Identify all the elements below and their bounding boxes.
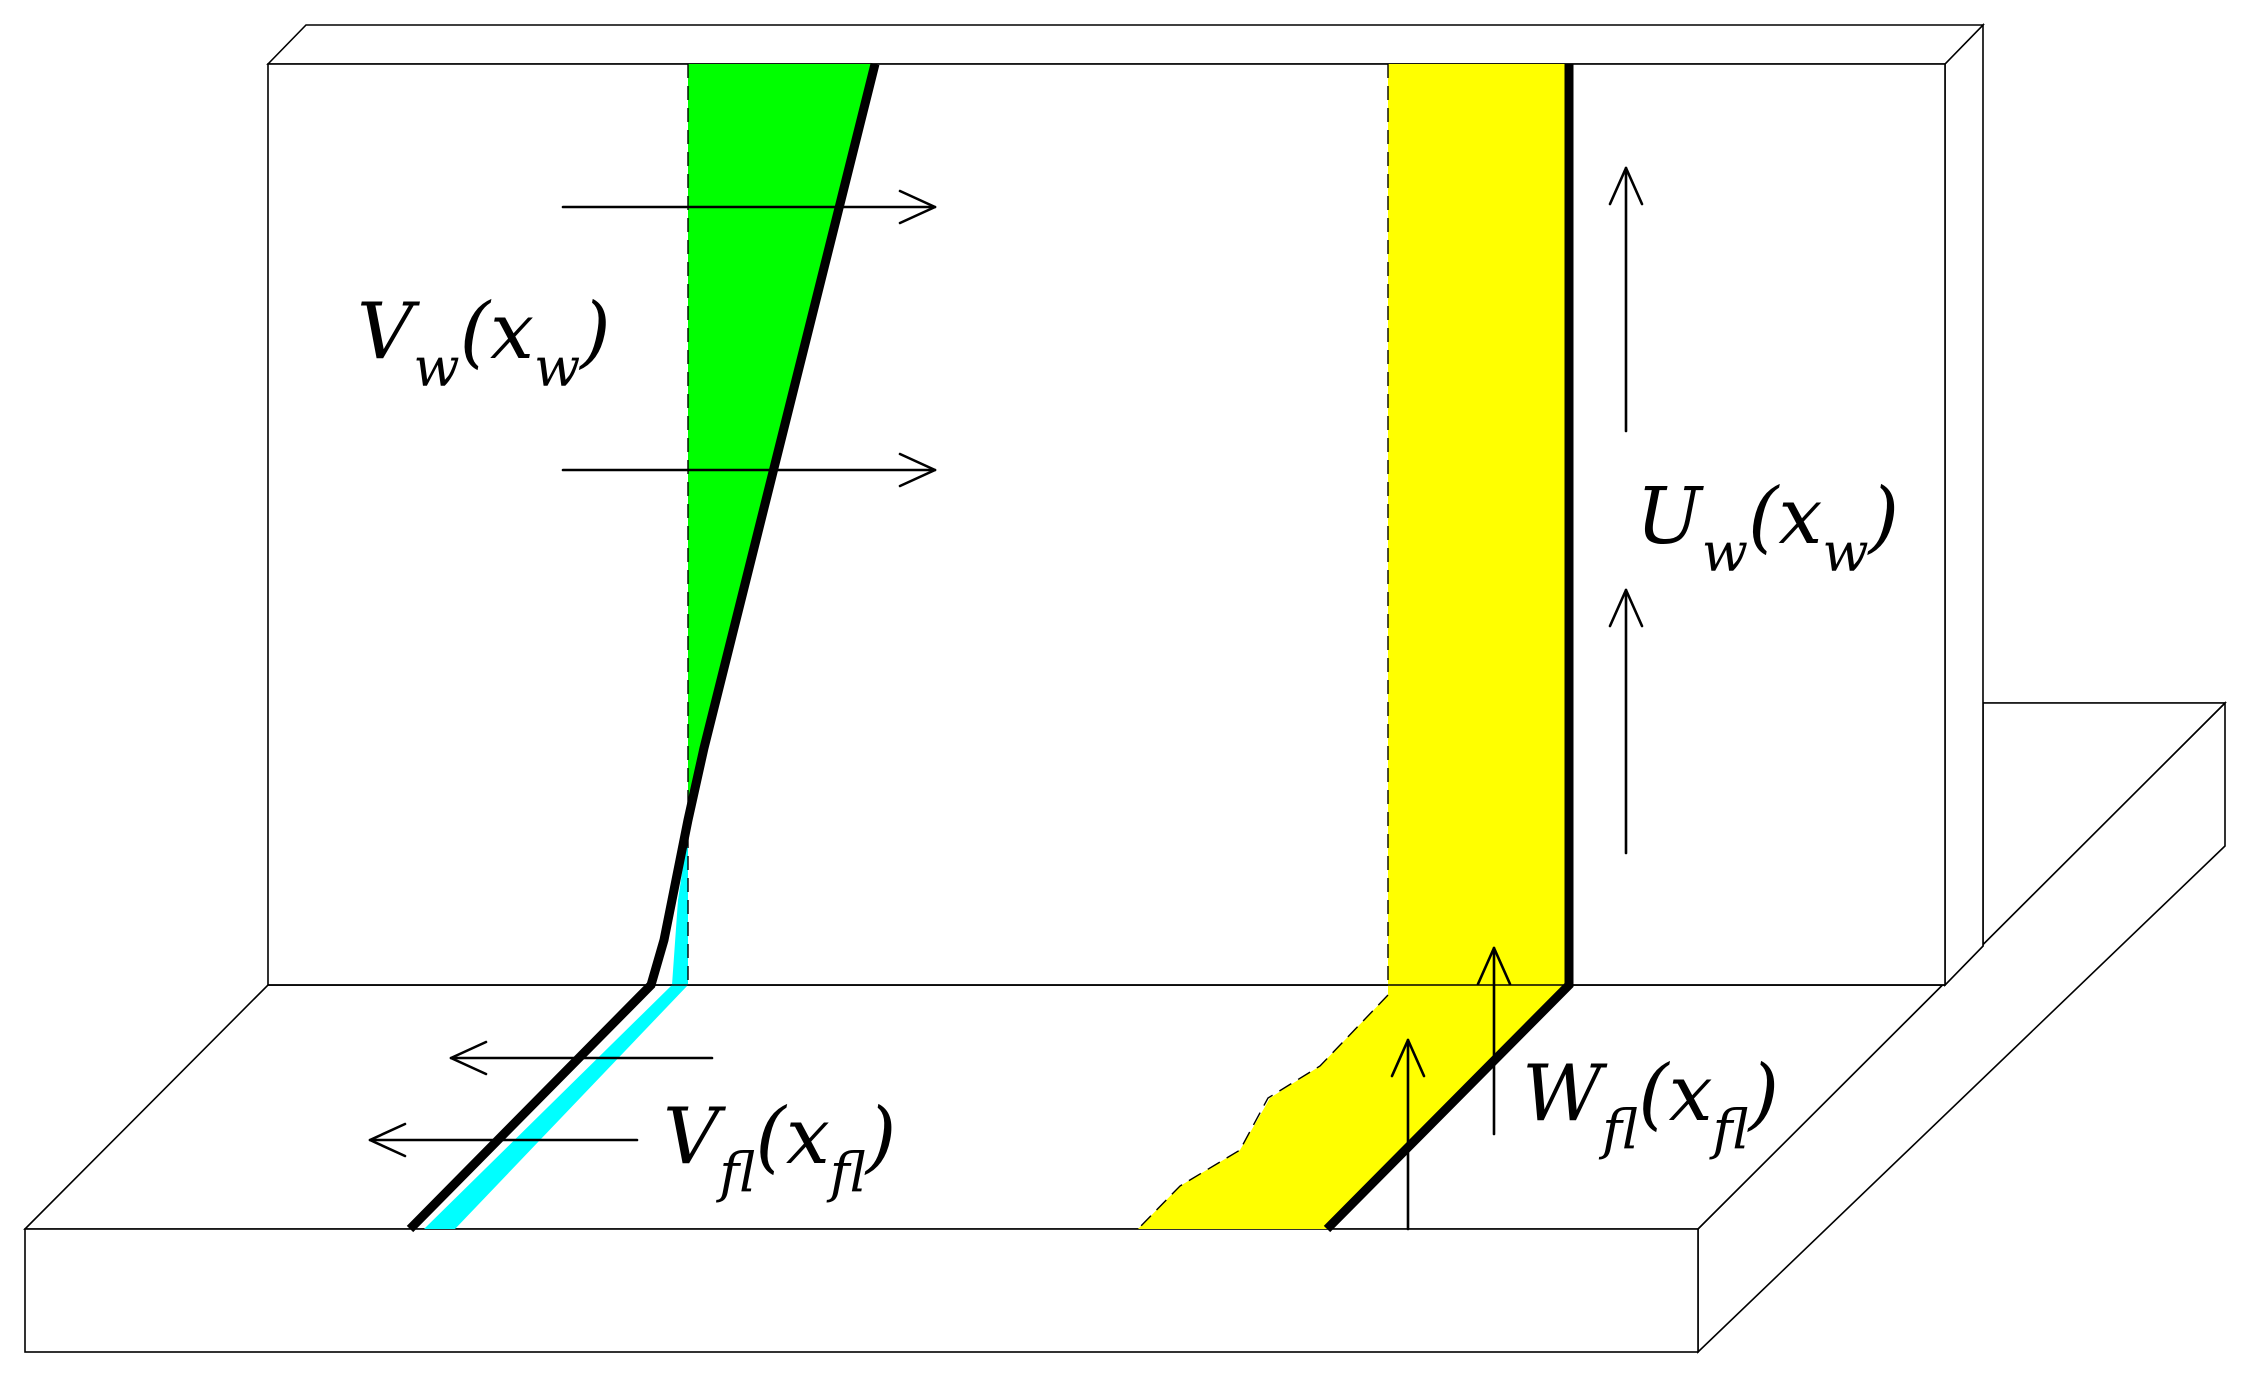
web-side-face: [1944, 23, 1984, 987]
flange-front-face: [24, 1228, 1699, 1353]
web-axial-label: Uw(xw): [1636, 472, 1899, 584]
flange-warping-arrow-right: [1476, 946, 1512, 1136]
flange-warping-arrow-left: [1390, 1038, 1426, 1231]
flange-shear-region: [424, 840, 688, 1229]
web-shear-curve: [406, 62, 880, 1233]
web-shear-arrows: [561, 189, 937, 488]
web-axial-arrow-lower: [1608, 588, 1644, 855]
web-axial-arrows: [1608, 166, 1644, 855]
tee-section-solid: [23, 23, 2227, 1354]
flange-shear-arrow-upper: [449, 1040, 714, 1076]
warping-flange-reference-curve: [1137, 994, 1389, 1230]
flange-shear-arrows: [368, 1040, 714, 1158]
web-transverse-label: Vw(xw): [357, 287, 611, 399]
web-shear-arrow-upper: [561, 189, 937, 225]
web-top-face: [266, 24, 1985, 65]
flange-shear-arrow-lower: [368, 1122, 639, 1158]
flange-warping-arrows: [1390, 946, 1512, 1231]
flange-transverse-label: Vfl(xfl): [663, 1092, 896, 1204]
web-shear-arrow-lower: [561, 452, 937, 488]
flange-warping-label: Wfl(xfl): [1522, 1049, 1779, 1161]
web-front-face: [267, 63, 1946, 986]
web-axial-arrow-upper: [1608, 166, 1644, 433]
warping-region: [1138, 64, 1569, 1229]
